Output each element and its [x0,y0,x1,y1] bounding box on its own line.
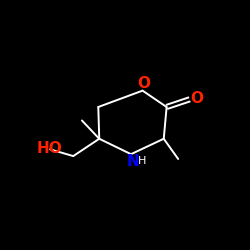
Text: H: H [138,156,146,166]
Text: N: N [126,154,139,169]
Text: O: O [137,76,150,91]
Text: O: O [190,91,203,106]
Text: HO: HO [36,141,62,156]
